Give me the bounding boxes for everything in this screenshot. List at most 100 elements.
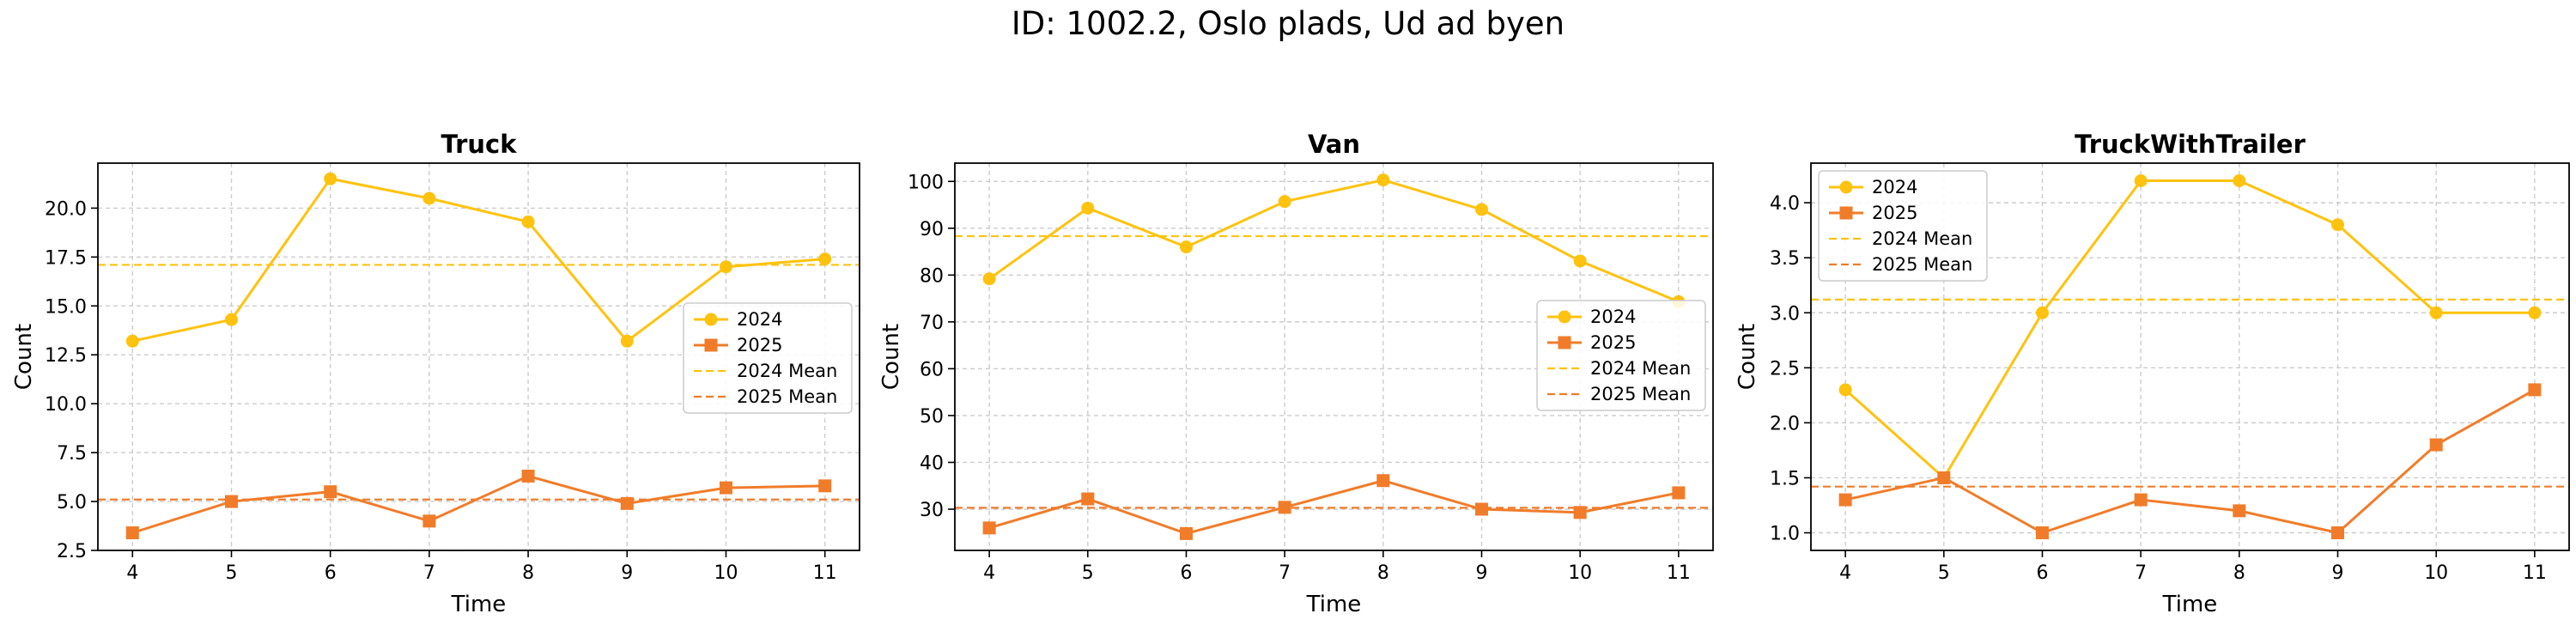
legend-box	[683, 302, 853, 414]
legend-box	[1536, 300, 1706, 411]
data-point-2025	[125, 526, 139, 539]
series-line-2024	[131, 177, 825, 343]
x-tick-label: 10	[2424, 562, 2448, 584]
legend-label: 2024	[737, 309, 782, 330]
data-point-2024	[521, 215, 535, 228]
data-point-2024	[1179, 240, 1193, 254]
plot-frame	[954, 162, 1714, 551]
data-point-2024	[2528, 306, 2542, 319]
legend-label: 2024 Mean	[737, 361, 837, 381]
data-point-2024	[422, 191, 436, 205]
y-tick-label: 4.0	[1770, 193, 1800, 215]
legend: 2024 2025 2024 Mean 2025 Mean	[1818, 170, 1988, 282]
legend-label: 2025 Mean	[1590, 384, 1691, 404]
data-point-2024	[2134, 174, 2148, 187]
y-tick-label: 2.0	[1770, 413, 1800, 434]
legend-label: 2024	[1590, 307, 1636, 327]
data-point-2024	[225, 313, 239, 326]
x-tick-label: 6	[325, 562, 337, 584]
data-point-2025	[818, 479, 832, 493]
legend-marker	[1839, 206, 1853, 220]
y-axis-label: Count	[1735, 324, 1760, 390]
legend-marker	[704, 338, 718, 352]
series-line-2024	[988, 179, 1680, 303]
data-point-2025	[982, 521, 996, 535]
panel-title: Van	[1308, 130, 1360, 159]
legend: 2024 2025 2024 Mean 2025 Mean	[1536, 300, 1706, 411]
data-point-2024	[719, 260, 732, 274]
series-line-2025	[1844, 388, 2536, 535]
data-point-2024	[982, 272, 996, 286]
x-tick-label: 8	[522, 562, 534, 584]
data-point-2024	[2035, 306, 2049, 319]
data-point-2025	[719, 481, 732, 495]
x-tick-label: 9	[1476, 562, 1488, 584]
series-line-2025	[131, 474, 825, 534]
legend-label: 2025 Mean	[737, 386, 837, 407]
y-tick-label: 80	[920, 265, 944, 287]
plot-frame	[97, 162, 860, 551]
legend-box	[1818, 170, 1988, 282]
y-tick-label: 2.5	[57, 541, 87, 562]
x-tick-label: 5	[226, 562, 238, 584]
legend-label: 2025 Mean	[1872, 254, 1972, 275]
x-tick-label: 10	[714, 562, 738, 584]
data-point-2024	[2429, 306, 2443, 319]
y-tick-label: 1.5	[1770, 468, 1800, 489]
legend-label: 2024	[1872, 177, 1917, 197]
x-tick-label: 6	[1180, 562, 1192, 584]
data-point-2025	[1475, 502, 1489, 516]
data-point-2025	[521, 469, 535, 483]
y-axis-label: Count	[878, 324, 904, 390]
data-point-2024	[1838, 383, 1852, 397]
series-line-2024	[1844, 179, 2535, 480]
chart-panel-truckwithtrailer: 4 5 6 7 8 9 10 11 1.0 1.5 2.0 2.5 3.0 3.5 4.0 TruckWith…	[1735, 130, 2570, 617]
x-axis-label: Time	[1306, 592, 1362, 617]
x-tick-label: 11	[813, 562, 837, 584]
y-tick-label: 20.0	[45, 198, 87, 220]
data-point-2025	[1376, 474, 1390, 488]
y-tick-label: 7.5	[57, 443, 87, 465]
data-point-2025	[324, 485, 337, 499]
data-point-2025	[1838, 493, 1852, 507]
y-tick-label: 40	[920, 453, 944, 474]
x-tick-label: 8	[1377, 562, 1389, 584]
data-point-2024	[1475, 203, 1489, 216]
y-tick-label: 90	[920, 219, 944, 240]
y-tick-label: 30	[920, 500, 944, 521]
y-tick-label: 10.0	[45, 394, 87, 416]
data-point-2025	[2233, 504, 2246, 518]
y-tick-label: 70	[920, 313, 944, 334]
legend-label: 2025	[1590, 332, 1636, 353]
data-point-2025	[1937, 471, 1951, 484]
x-tick-label: 11	[2523, 562, 2547, 584]
x-tick-label: 7	[2135, 562, 2147, 584]
x-tick-label: 5	[1938, 562, 1950, 584]
series-line-2025	[988, 479, 1680, 535]
data-point-2025	[422, 514, 436, 528]
data-point-2024	[1573, 254, 1587, 268]
legend-label: 2025	[737, 335, 782, 355]
data-point-2025	[1573, 506, 1587, 519]
data-point-2025	[2528, 383, 2542, 397]
y-tick-label: 1.0	[1770, 524, 1800, 545]
y-tick-label: 50	[920, 406, 944, 428]
x-axis-label: Time	[451, 592, 507, 617]
data-point-2024	[2331, 218, 2345, 232]
figure-title: ID: 1002.2, Oslo plads, Ud ad byen	[1011, 5, 1565, 42]
x-tick-label: 10	[1568, 562, 1592, 584]
plot-frame	[1810, 162, 2570, 551]
y-tick-label: 100	[908, 172, 944, 193]
data-point-2024	[1081, 201, 1095, 215]
panel-title: Truck	[440, 130, 517, 159]
data-point-2024	[1376, 173, 1390, 187]
data-point-2025	[225, 495, 239, 508]
chart-panel-van: 4 5 6 7 8 9 10 11 30 40 50 60 70 80 90 100 Van Time Count 2…	[878, 130, 1714, 617]
legend-label: 2025	[1872, 203, 1917, 223]
legend-label: 2024 Mean	[1872, 228, 1972, 249]
legend-marker	[704, 313, 718, 326]
data-point-2024	[620, 334, 634, 348]
legend-marker	[1839, 180, 1853, 194]
data-point-2025	[1672, 486, 1686, 500]
